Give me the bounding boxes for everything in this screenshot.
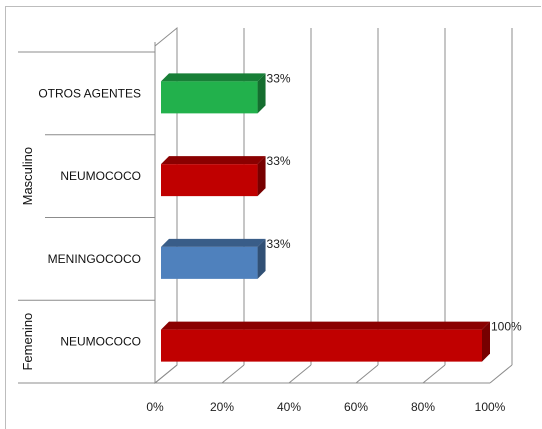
data-label: 33% [267,71,291,85]
group-label: Femenino [20,313,35,371]
x-tick-label: 40% [277,400,301,414]
floor-gridline [355,364,379,384]
bar [161,81,258,114]
x-tick-label: 100% [475,400,506,414]
bar-side [257,156,266,197]
bar-top [161,321,490,330]
bar [161,329,482,362]
x-tick-label: 80% [411,400,435,414]
floor-gridline [288,364,312,384]
bar [161,164,258,197]
category-label: NEUMOCOCO [60,169,141,183]
category-label: MENINGOCOCO [48,252,141,266]
data-label: 100% [491,320,522,334]
x-tick-label: 20% [210,400,234,414]
chart-frame [5,6,541,429]
floor-gridline [221,364,245,384]
bar-top [161,156,266,165]
bar-top [161,238,266,247]
bar [161,246,258,279]
category-label: NEUMOCOCO [60,335,141,349]
category-label: OTROS AGENTES [38,86,141,100]
bar-side [482,321,490,362]
floor-gridline [489,364,513,384]
floor-gridline [422,364,446,384]
data-label: 33% [267,237,291,251]
data-label: 33% [267,154,291,168]
x-tick-label: 0% [146,400,164,414]
bar-side [257,73,266,114]
bar-side [257,238,266,279]
group-label: Masculino [20,147,35,206]
bar-top [161,73,266,82]
x-tick-label: 60% [344,400,368,414]
